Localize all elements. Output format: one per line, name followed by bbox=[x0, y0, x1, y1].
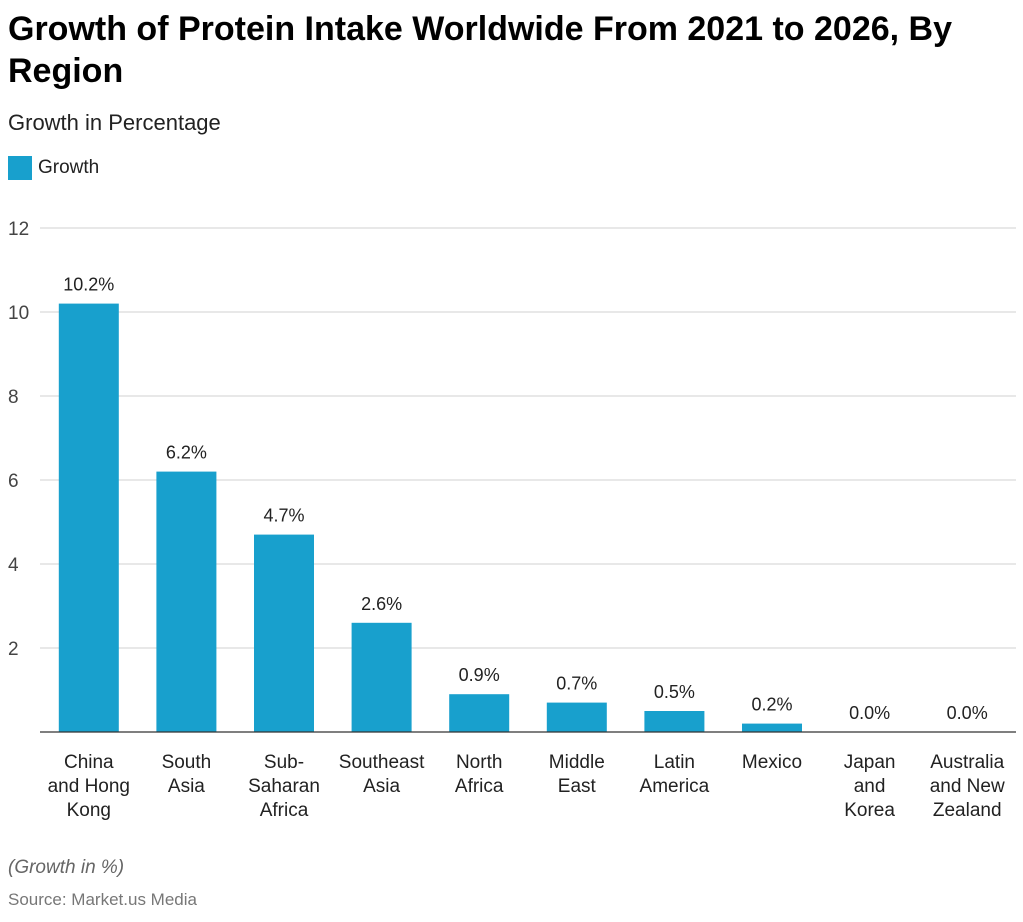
x-tick-label: Australia and New Zealand bbox=[930, 752, 1005, 821]
x-tick-label: South Asia bbox=[162, 752, 212, 797]
x-tick-label: Sub-Saharan Africa bbox=[248, 752, 320, 821]
x-tick-label: Latin America bbox=[640, 752, 710, 797]
data-label: 0.9% bbox=[459, 665, 500, 685]
y-tick-label: 4 bbox=[8, 555, 19, 576]
bar bbox=[58, 303, 119, 732]
legend: Growth bbox=[8, 156, 99, 180]
data-labels: 10.2% 6.2% 4.7% 2.6% 0.9% 0.7% 0.5% 0.2% 0.0% 0.0… bbox=[63, 275, 987, 723]
bar bbox=[254, 534, 314, 732]
data-label: 0.5% bbox=[654, 682, 695, 702]
chart-source: Source: Market.us Media bbox=[8, 890, 197, 909]
y-axis-ticks: 2 4 6 8 10 12 bbox=[8, 219, 29, 660]
x-tick-label: Middle East bbox=[549, 752, 605, 797]
y-tick-label: 2 bbox=[8, 639, 19, 660]
data-label: 6.2% bbox=[166, 443, 207, 463]
legend-swatch bbox=[8, 156, 32, 180]
x-tick-label: China and Hong Kong bbox=[48, 752, 130, 821]
bar bbox=[351, 622, 412, 732]
bar bbox=[449, 694, 510, 732]
bar bbox=[546, 702, 607, 732]
x-tick-label: Japan and Korea bbox=[844, 752, 896, 821]
x-tick-label: Mexico bbox=[742, 752, 802, 773]
chart-note: (Growth in %) bbox=[8, 857, 125, 878]
y-tick-label: 8 bbox=[8, 387, 19, 408]
bar bbox=[156, 471, 217, 732]
data-label: 10.2% bbox=[63, 275, 114, 295]
chart-subtitle: Growth in Percentage bbox=[8, 110, 221, 135]
y-tick-label: 6 bbox=[8, 471, 19, 492]
data-label: 0.0% bbox=[947, 703, 988, 723]
x-tick-label: Southeast Asia bbox=[339, 752, 425, 797]
legend-label: Growth bbox=[38, 157, 100, 178]
bar-chart: 2 4 6 8 10 12 10.2% 6.2% 4.7% 2.6% 0.9% 0.7% 0.5% 0.… bbox=[8, 219, 1016, 821]
data-label: 0.0% bbox=[849, 703, 890, 723]
data-label: 0.7% bbox=[556, 674, 597, 694]
y-tick-label: 10 bbox=[8, 303, 29, 324]
chart-title: Growth of Protein Intake Worldwide From … bbox=[8, 10, 953, 90]
data-label: 4.7% bbox=[263, 506, 304, 526]
x-axis-ticks: China and Hong Kong South Asia Sub-Saharan Afr… bbox=[48, 752, 1005, 821]
bars bbox=[58, 303, 802, 732]
bar bbox=[644, 711, 705, 732]
x-tick-label: North Africa bbox=[455, 752, 504, 797]
data-label: 2.6% bbox=[361, 594, 402, 614]
bar bbox=[742, 723, 802, 732]
y-tick-label: 12 bbox=[8, 219, 29, 240]
data-label: 0.2% bbox=[751, 695, 792, 715]
